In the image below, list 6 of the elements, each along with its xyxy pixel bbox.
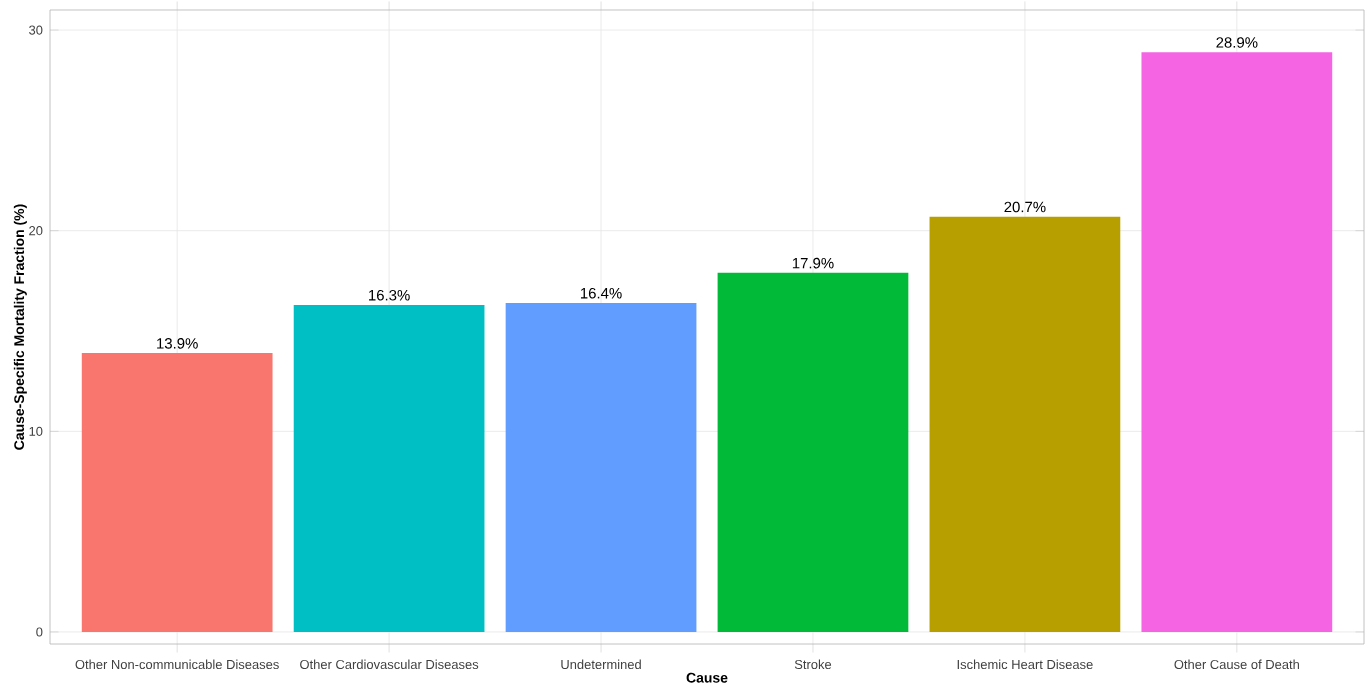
bar	[505, 302, 697, 632]
bar	[717, 272, 909, 632]
bar	[929, 216, 1121, 632]
bar	[293, 304, 485, 632]
bar	[81, 353, 273, 632]
bar	[1141, 52, 1333, 632]
